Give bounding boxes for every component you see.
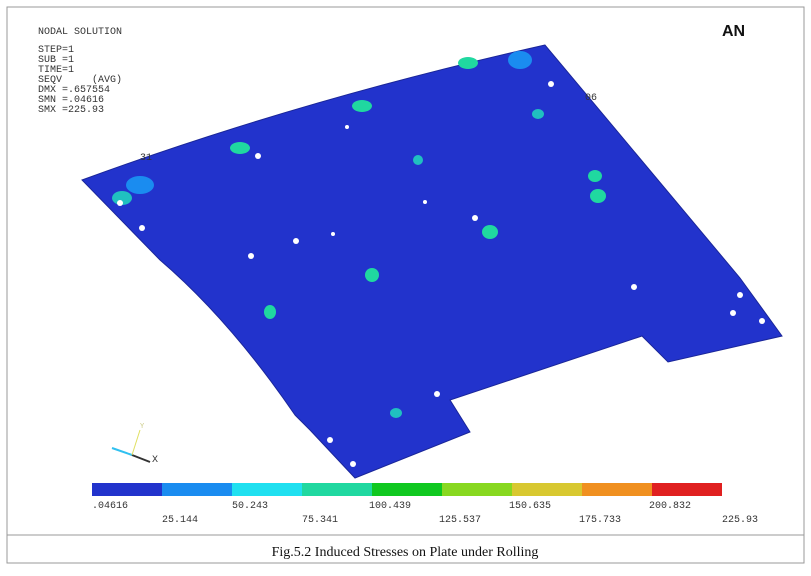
triad-x: X [152, 455, 158, 466]
legend-swatch [512, 483, 582, 496]
hot-spot [508, 51, 532, 69]
legend-swatch [582, 483, 652, 496]
legend-swatch [442, 483, 512, 496]
logo: AN [722, 23, 745, 40]
hot-spot [126, 176, 154, 194]
legend-label: 75.341 [302, 515, 338, 526]
plot-label: 31 [140, 153, 152, 164]
legend-label: 175.733 [579, 515, 621, 526]
hot-spot [413, 155, 423, 165]
legend-label: .04616 [92, 501, 128, 512]
legend-label: 100.439 [369, 501, 411, 512]
hot-spot [458, 57, 478, 69]
legend-swatch [372, 483, 442, 496]
caption: Fig.5.2 Induced Stresses on Plate under … [272, 545, 539, 560]
hot-spot [390, 408, 402, 418]
hot-spot [588, 170, 602, 182]
legend-label: 25.144 [162, 515, 198, 526]
legend-label: 50.243 [232, 501, 268, 512]
hot-spot [230, 142, 250, 154]
hot-spot [365, 268, 379, 282]
legend-swatch [232, 483, 302, 496]
header-line: SMX =225.93 [38, 105, 104, 116]
header-title: NODAL SOLUTION [38, 27, 122, 38]
hot-spot [264, 305, 276, 319]
hot-spot [352, 100, 372, 112]
legend-swatch [302, 483, 372, 496]
plot-label: 06 [585, 93, 597, 104]
hot-spot [482, 225, 498, 239]
legend-label: 125.537 [439, 515, 481, 526]
legend-label: 150.635 [509, 501, 551, 512]
hot-spot [590, 189, 606, 203]
legend-swatch [162, 483, 232, 496]
legend-swatch [92, 483, 162, 496]
legend-swatch [652, 483, 722, 496]
figure: 06 31 NODAL SOLUTION STEP=1SUB =1TIME=1S… [0, 0, 811, 571]
legend-label: 225.93 [722, 515, 758, 526]
legend-label: 200.832 [649, 501, 691, 512]
hot-spot [532, 109, 544, 119]
